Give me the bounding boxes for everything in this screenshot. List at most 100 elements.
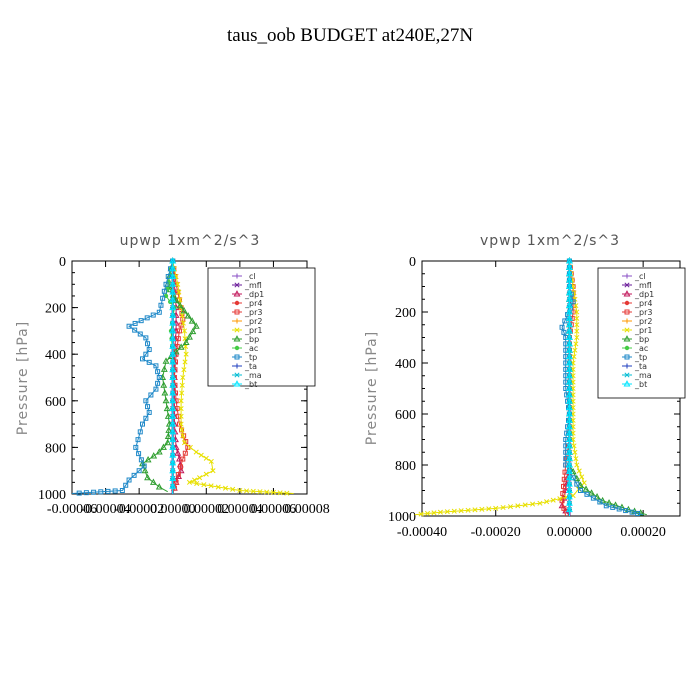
legend-marker bbox=[624, 318, 630, 324]
marker bbox=[565, 269, 573, 277]
upwp-panel: upwp 1xm^2/s^3 Pressure [hPa] 0 200 400 600… bbox=[15, 233, 330, 517]
marker bbox=[565, 442, 573, 449]
legend-marker bbox=[234, 282, 240, 288]
marker bbox=[201, 482, 207, 488]
legend-item: _ac bbox=[622, 344, 648, 353]
marker bbox=[244, 488, 250, 494]
legend-marker bbox=[624, 327, 630, 333]
marker bbox=[146, 409, 152, 415]
marker bbox=[169, 280, 177, 287]
marker bbox=[581, 480, 587, 486]
marker bbox=[277, 490, 283, 496]
series-line bbox=[414, 260, 585, 516]
series-pr1 bbox=[414, 258, 587, 517]
legend-marker bbox=[624, 363, 630, 369]
marker bbox=[250, 488, 256, 494]
marker bbox=[144, 315, 150, 321]
marker bbox=[437, 509, 443, 515]
x-tick-label: 0.00008 bbox=[284, 502, 330, 517]
series-line bbox=[141, 260, 197, 493]
marker bbox=[210, 468, 216, 474]
marker bbox=[160, 295, 166, 301]
marker bbox=[561, 476, 567, 482]
marker bbox=[565, 365, 573, 372]
marker bbox=[143, 335, 149, 341]
y-tick-label: 800 bbox=[45, 441, 66, 456]
marker bbox=[574, 315, 580, 321]
marker bbox=[169, 389, 177, 396]
marker bbox=[189, 327, 197, 335]
marker bbox=[178, 421, 184, 427]
marker bbox=[169, 420, 177, 427]
marker bbox=[570, 299, 576, 305]
panel-title: vpwp 1xm^2/s^3 bbox=[480, 233, 620, 249]
marker bbox=[179, 382, 185, 388]
marker bbox=[136, 468, 142, 474]
x-tick-label: -0.00040 bbox=[397, 525, 447, 540]
legend-marker bbox=[233, 290, 241, 297]
legend-label: _mfl bbox=[244, 281, 262, 290]
marker bbox=[162, 396, 170, 404]
marker bbox=[165, 426, 173, 433]
marker bbox=[565, 371, 573, 379]
marker bbox=[180, 456, 186, 462]
marker bbox=[173, 479, 179, 485]
legend-item: _ta bbox=[232, 362, 257, 371]
legend: _cl_mfl_dp1_pr4_pr3_pr2_pr1_bp_ac_tp_ta_… bbox=[207, 267, 316, 389]
marker bbox=[188, 317, 196, 324]
marker bbox=[186, 479, 193, 485]
marker bbox=[112, 488, 118, 494]
marker bbox=[146, 347, 152, 353]
marker bbox=[131, 472, 137, 478]
marker bbox=[178, 398, 184, 404]
marker bbox=[176, 328, 182, 334]
legend-marker bbox=[623, 290, 631, 297]
legend: _cl_mfl_dp1_pr4_pr3_pr2_pr1_bp_ac_tp_ta_… bbox=[597, 267, 686, 399]
marker bbox=[178, 464, 184, 470]
marker bbox=[169, 288, 177, 295]
legend-marker bbox=[623, 380, 631, 387]
marker bbox=[181, 328, 188, 334]
marker bbox=[175, 336, 181, 342]
marker bbox=[493, 505, 499, 511]
marker bbox=[169, 358, 177, 365]
marker bbox=[182, 338, 190, 346]
marker bbox=[175, 472, 181, 478]
marker bbox=[144, 473, 151, 481]
legend-item: _pr2 bbox=[622, 317, 652, 326]
marker bbox=[565, 314, 573, 321]
marker bbox=[572, 296, 578, 302]
marker bbox=[561, 329, 567, 335]
x-tick-label: 0.00000 bbox=[547, 525, 593, 540]
legend-label: _pr1 bbox=[244, 326, 262, 335]
marker bbox=[629, 509, 635, 515]
marker bbox=[132, 327, 138, 333]
marker bbox=[424, 510, 431, 517]
marker bbox=[179, 427, 185, 433]
marker bbox=[565, 486, 573, 493]
legend-label: _bt bbox=[634, 380, 647, 389]
marker bbox=[145, 341, 151, 347]
marker bbox=[143, 415, 149, 421]
marker bbox=[169, 381, 177, 388]
marker bbox=[418, 511, 424, 517]
marker bbox=[169, 466, 177, 474]
marker bbox=[565, 320, 573, 328]
marker bbox=[565, 403, 573, 411]
marker bbox=[91, 489, 97, 495]
marker bbox=[182, 359, 188, 365]
marker bbox=[169, 404, 177, 412]
x-tick-label: 0.00004 bbox=[217, 502, 263, 517]
legend-item: _cl bbox=[232, 272, 256, 281]
marker bbox=[155, 483, 163, 490]
marker bbox=[530, 501, 536, 507]
legend-label: _dp1 bbox=[634, 290, 654, 299]
legend-item: _pr3 bbox=[622, 308, 652, 317]
marker bbox=[571, 443, 577, 449]
figure-title: taus_oob BUDGET at240E,27N bbox=[227, 25, 473, 46]
legend-label: _ta bbox=[244, 362, 257, 371]
legend-label: _pr3 bbox=[244, 308, 262, 317]
marker bbox=[191, 477, 198, 483]
marker bbox=[180, 433, 186, 439]
marker bbox=[187, 444, 193, 450]
